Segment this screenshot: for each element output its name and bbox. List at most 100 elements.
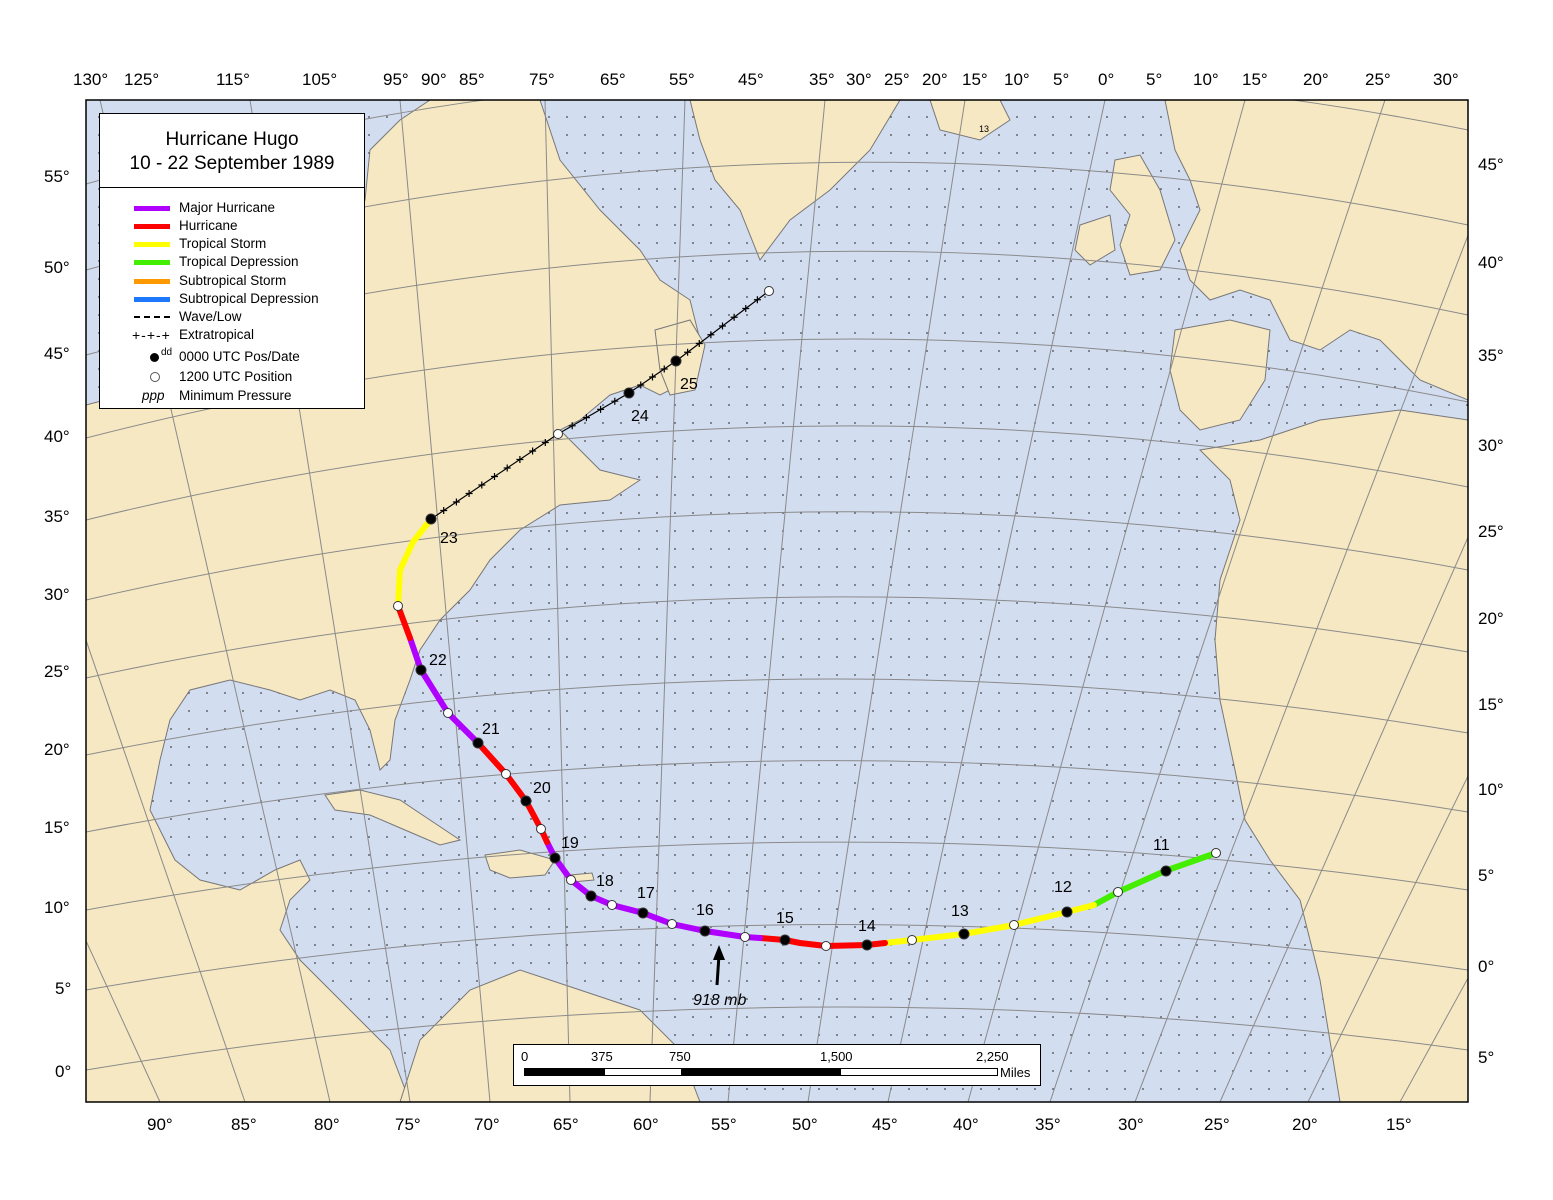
utc0000-position [1160, 865, 1172, 877]
longitude-label: 15° [1386, 1115, 1412, 1134]
longitude-label: 20° [1292, 1115, 1318, 1134]
legend-item-hurricane: Hurricane [100, 217, 366, 235]
right-latitude-labels: 45° 40° 35° 30° 25° 20° 15° 10° 5° 0° 5° [1478, 155, 1504, 1067]
legend-label: Subtropical Depression [179, 291, 319, 306]
min-pressure-marker: 918 mb [693, 945, 746, 1009]
meridian-line [967, 100, 1246, 1102]
bottom-longitude-labels: 90° 85° 80° 75° 70° 65° 60° 55° 50° 45° … [147, 1115, 1412, 1134]
legend-label: Tropical Storm [179, 236, 267, 251]
latitude-label: 40° [1478, 253, 1504, 272]
meridian-line [887, 100, 1106, 1102]
subtropical-depression-swatch [132, 290, 172, 308]
date-label: 21 [482, 721, 500, 738]
legend-label: Extratropical [179, 327, 255, 342]
extratropical-plus-marker [684, 348, 692, 356]
wave-low-swatch [132, 308, 172, 326]
meridian-line [1134, 233, 1468, 1102]
scale-segment [840, 1068, 998, 1076]
legend: Hurricane Hugo 10 - 22 September 1989 Ma… [99, 113, 365, 409]
legend-label: Minimum Pressure [179, 388, 292, 403]
longitude-label: 55° [711, 1115, 737, 1134]
legend-title: Hurricane Hugo 10 - 22 September 1989 [100, 114, 364, 188]
longitude-label: 65° [600, 70, 626, 89]
latitude-label: 50° [44, 258, 70, 277]
meridian-line [1307, 775, 1468, 1102]
utc1200-position [393, 601, 403, 611]
longitude-label: 0° [1098, 70, 1114, 89]
legend-label: 0000 UTC Pos/Date [179, 349, 300, 364]
utc1200-position [740, 932, 750, 942]
date-label: 11 [1153, 837, 1170, 854]
longitude-label: 15° [962, 70, 988, 89]
date-label: 16 [696, 902, 714, 919]
longitude-label: 45° [872, 1115, 898, 1134]
date-label: 22 [429, 652, 447, 669]
legend-item-tropical-depression: Tropical Depression [100, 253, 366, 271]
legend-label: 1200 UTC Position [179, 369, 293, 384]
scale-tick: 2,250 [976, 1049, 1009, 1064]
latitude-label: 30° [1478, 436, 1504, 455]
longitude-label: 130° [73, 70, 108, 89]
utc0000-position [637, 907, 649, 919]
date-label: 18 [596, 873, 614, 890]
greenland-note: 13 [979, 124, 989, 134]
meridian-line [1219, 535, 1468, 1102]
pressure-arrowhead [713, 945, 725, 960]
utc0000-position [425, 513, 437, 525]
utc1200-position [1113, 887, 1123, 897]
scale-unit: Miles [1000, 1065, 1031, 1080]
extratropical-plus-marker [503, 464, 511, 472]
longitude-label: 15° [1242, 70, 1268, 89]
scale-segment [604, 1068, 682, 1076]
longitude-label: 50° [792, 1115, 818, 1134]
date-label: 19 [561, 835, 579, 852]
major-hurricane-swatch [132, 199, 172, 217]
extratropical-plus-marker [582, 414, 590, 422]
longitude-label: 45° [738, 70, 764, 89]
extratropical-plus-marker [753, 296, 761, 304]
latitude-label: 35° [44, 507, 70, 526]
date-label: 20 [533, 780, 551, 797]
africa [1198, 409, 1468, 1102]
legend-item-subtropical-storm: Subtropical Storm [100, 272, 366, 290]
iceland [929, 100, 1011, 141]
track-tropical-depression-segment [1091, 850, 1219, 908]
tropical-storm-swatch [132, 235, 172, 253]
subtropical-storm-swatch [132, 272, 172, 290]
iberia [1169, 319, 1271, 431]
longitude-label: 35° [809, 70, 835, 89]
utc0000-position [472, 737, 484, 749]
extratropical-plus-marker [597, 405, 605, 413]
extratropical-plus-marker [695, 340, 703, 347]
longitude-label: 30° [846, 70, 872, 89]
pressure-symbol: ppp [142, 388, 165, 403]
scale-bar: 0 375 750 1,500 2,250 Miles [513, 1044, 1041, 1086]
longitude-label: 5° [1146, 70, 1162, 89]
legend-label: Hurricane [179, 218, 238, 233]
extratropical-plus-marker [568, 422, 576, 430]
extratropical-plus-marker [649, 373, 656, 381]
longitude-label: 5° [1053, 70, 1069, 89]
legend-item-1200-utc: 1200 UTC Position [100, 368, 366, 386]
date-label: 15 [776, 910, 794, 927]
utc1200-position [1009, 920, 1019, 930]
longitude-label: 80° [314, 1115, 340, 1134]
date-label: 24 [631, 408, 649, 425]
utc1200-position [607, 900, 617, 910]
extratropical-plus-marker [529, 447, 537, 455]
left-latitude-labels: 55° 50° 45° 40° 35° 30° 25° 20° 15° 10° … [44, 167, 71, 1081]
extratropical-swatch: +‑+‑+ [132, 327, 171, 343]
longitude-label: 10° [1004, 70, 1030, 89]
latitude-label: 25° [44, 662, 70, 681]
latitude-label: 20° [44, 740, 70, 759]
utc0000-position [520, 795, 532, 807]
extratropical-plus-marker [637, 381, 645, 389]
latitude-label: 0° [1478, 957, 1494, 976]
hurricane-swatch [132, 217, 172, 235]
meridian-line [399, 100, 491, 1102]
longitude-label: 25° [1204, 1115, 1230, 1134]
meridian-line [544, 100, 571, 1102]
utc1200-position [536, 824, 546, 834]
great-britain [1109, 154, 1176, 276]
scale-tick: 1,500 [820, 1049, 853, 1064]
